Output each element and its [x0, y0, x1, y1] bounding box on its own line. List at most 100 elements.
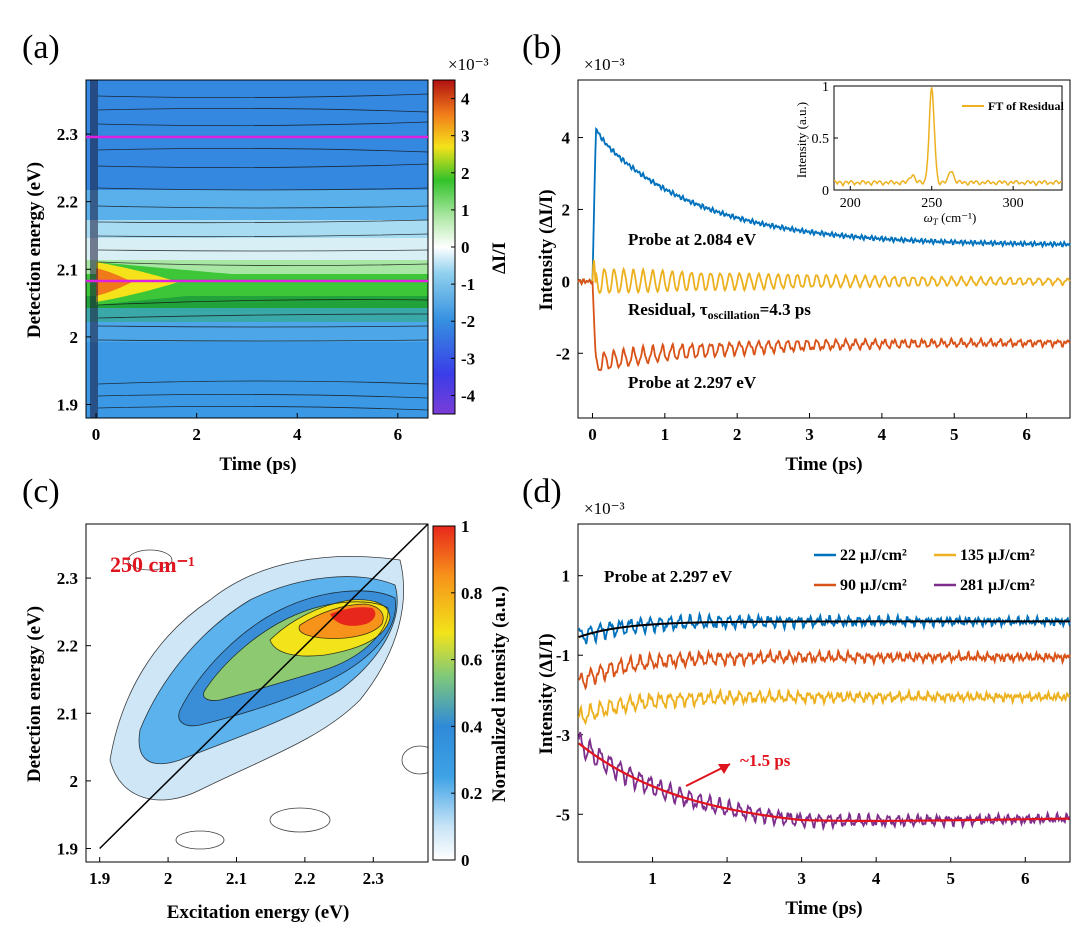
panel-d-xlabel: Time (ps) [785, 898, 862, 919]
panel-a-colorbar-tick-label: 0 [461, 238, 470, 257]
panel-b-inset-xtick-label: 200 [840, 196, 861, 211]
panel-b-inset-xtick-label: 250 [921, 196, 942, 211]
panel-d-series-90 [577, 647, 1071, 691]
panel-b-xtick-label: 0 [588, 425, 597, 444]
panel-c-colorbar-tick-label: 0.8 [461, 584, 482, 603]
panel-b-ytick-label: 2 [562, 200, 571, 219]
panel-d-fit-281 [578, 742, 1070, 823]
panel-d-series-281 [577, 731, 1071, 832]
panel-b-inset: 200 250 300 1 0.5 0 Intensity (a.u.) ωT (cm⁻¹… [794, 80, 1064, 227]
panel-d-series-22 [577, 610, 1071, 646]
panel-d-series-135 [577, 686, 1071, 726]
panel-a-frame [85, 79, 429, 419]
panel-d-ytick-label: -1 [556, 646, 570, 665]
panel-d-annotation-time: ~1.5 ps [740, 751, 791, 770]
panel-b-inset-xlabel: ωT (cm⁻¹) [924, 210, 977, 227]
panel-b-ytick-label: 4 [562, 129, 571, 148]
panel-d-annotation-probe: Probe at 2.297 eV [604, 567, 733, 586]
panel-c-colorbar-tick-label: 0 [461, 851, 470, 870]
panel-c-annotation: 250 cm⁻¹ [110, 552, 195, 577]
panel-a-colorbar-tick-label: -1 [461, 275, 475, 294]
panel-b-inset-series-ft [833, 87, 1063, 188]
panel-d-frame [577, 523, 1071, 863]
panel-b-series-probe-2297 [577, 278, 1071, 372]
panel-d-legend-label: 90 μJ/cm² [840, 577, 907, 594]
panel-a-xtick-label: 6 [394, 425, 403, 444]
panel-b-inset-ytick-label: 1 [822, 80, 829, 95]
panel-d-ytick-label: -5 [556, 805, 570, 824]
panel-d-xtick-label: 4 [872, 869, 881, 888]
panel-c-xtick-label: 2 [164, 869, 173, 888]
panel-a-colorbar-exponent: ×10⁻³ [448, 55, 489, 74]
panel-b-series-probe-2084 [577, 126, 1071, 286]
panel-a-ytick-label: 2 [70, 328, 79, 347]
panel-a-ytick-label: 2.3 [57, 125, 78, 144]
panel-b-ylabel: Intensity (ΔI/I) [536, 189, 557, 310]
panel-c-xtick-label: 2.3 [363, 869, 384, 888]
panel-a-colorbar-tick-label: 1 [461, 201, 470, 220]
panel-a-ytick-label: 2.1 [57, 260, 78, 279]
panel-c-ytick-label: 2.2 [57, 637, 78, 656]
panel-c-diagonal [99, 523, 429, 850]
panel-c-xtick-label: 2.2 [294, 869, 315, 888]
panel-d-ylabel: Intensity (ΔI/I) [536, 633, 557, 754]
panel-c-xtick-label: 2.1 [226, 869, 247, 888]
panel-a-colorbar-tick-label: -2 [461, 312, 475, 331]
panel-c-xlabel: Excitation energy (eV) [167, 902, 350, 923]
panel-d-ytick-label: -3 [556, 726, 570, 745]
panel-d-legend-label: 135 μJ/cm² [960, 547, 1035, 564]
panel-b-inset-frame [833, 85, 1063, 191]
panel-c-ytick-label: 1.9 [57, 839, 78, 858]
panel-b-exponent: ×10⁻³ [584, 55, 625, 74]
panel-d-xtick-label: 6 [1021, 869, 1030, 888]
panel-a-contours [97, 93, 428, 411]
panel-c-contours [109, 549, 428, 850]
panel-a-ytick-label: 1.9 [57, 395, 78, 414]
panel-d-legend-label: 281 μJ/cm² [960, 577, 1035, 594]
panel-c-colorbar-label: Normalized intensity (a.u.) [489, 586, 510, 802]
panel-b-xtick-label: 4 [878, 425, 887, 444]
panel-a-heatmap [86, 80, 428, 418]
panel-a-xtick-label: 2 [192, 425, 201, 444]
panel-a-ytick-label: 2.2 [57, 193, 78, 212]
panel-d-legend-label: 22 μJ/cm² [840, 547, 907, 564]
panel-c-xtick-label: 1.9 [89, 869, 110, 888]
panel-a-ylabel: Detection energy (eV) [24, 162, 45, 338]
panel-a-colorbar-tick-label: 4 [461, 90, 470, 109]
panel-a-xlabel: Time (ps) [219, 454, 296, 475]
panel-d-xtick-label: 5 [946, 869, 955, 888]
panel-d-ytick-label: 1 [562, 567, 571, 586]
panel-b-inset-xtick-label: 300 [1003, 196, 1024, 211]
panel-a-xtick-label: 4 [293, 425, 302, 444]
panel-a-colorbar-label: ΔI/I [489, 242, 510, 274]
panel-c-ytick-label: 2.1 [57, 704, 78, 723]
panel-d-fit-22 [578, 620, 1070, 639]
panel-c-colorbar-tick-label: 0.4 [461, 717, 483, 736]
panel-b-xtick-label: 6 [1022, 425, 1031, 444]
panel-b-xtick-label: 5 [950, 425, 959, 444]
panel-b-label: (b) [522, 29, 562, 66]
panel-b-ytick-label: -2 [556, 344, 570, 363]
panel-c: (c) 1.9 2 2.1 2.2 2.3 1.9 2 2.1 2.2 2.3 [22, 473, 510, 923]
panel-a-colorbar-tick-label: 2 [461, 164, 470, 183]
panel-c-ytick-label: 2 [70, 772, 79, 791]
panel-b-annotation-residual: Residual, τoscillation=4.3 ps [628, 300, 811, 322]
panel-c-colorbar-tick-label: 1 [461, 517, 470, 536]
panel-b-series-residual [577, 259, 1071, 295]
panel-a-colorbar-tick-label: -3 [461, 349, 475, 368]
panel-b: (b) ×10⁻³ 0 1 2 3 4 5 6 4 2 0 -2 Probe at 2.084 eV… [522, 29, 1071, 475]
panel-c-frame [85, 523, 429, 863]
panel-c-ytick-label: 2.3 [57, 569, 78, 588]
panel-a-colorbar-tick-label: 3 [461, 127, 470, 146]
panel-c-label: (c) [22, 473, 60, 510]
panel-b-xlabel: Time (ps) [785, 454, 862, 475]
panel-b-inset-ytick-label: 0.5 [812, 132, 830, 147]
panel-b-inset-ytick-label: 0 [822, 184, 829, 199]
panel-b-xtick-label: 3 [805, 425, 814, 444]
panel-c-colorbar-tick-label: 0.6 [461, 651, 482, 670]
panel-b-ytick-label: 0 [562, 272, 571, 291]
panel-d-label: (d) [522, 473, 562, 510]
panel-c-colorbar [432, 525, 456, 861]
panel-d-xtick-label: 2 [723, 869, 732, 888]
panel-b-inset-legend: FT of Residual [988, 99, 1064, 113]
